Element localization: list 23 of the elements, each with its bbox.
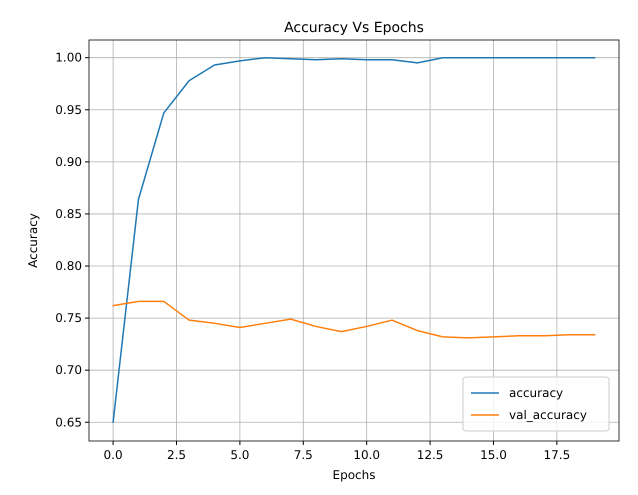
y-tick-label: 0.80 — [55, 259, 82, 274]
legend-label: accuracy — [509, 386, 564, 400]
x-tick-label: 7.5 — [294, 448, 313, 462]
y-tick-label: 0.95 — [55, 102, 82, 117]
line-series — [112, 300, 596, 339]
x-tick-label: 15.0 — [480, 448, 507, 462]
y-tick-label: 0.85 — [55, 206, 82, 221]
x-tick-label: 17.5 — [544, 448, 570, 462]
x-tick-label: 5.0 — [230, 448, 250, 462]
x-tick-label: 2.5 — [166, 448, 186, 462]
y-axis-title: Accuracy — [26, 213, 40, 268]
x-tick-label: 12.5 — [416, 448, 444, 462]
x-tick-label: 0.0 — [104, 448, 123, 462]
x-axis-title: Epochs — [332, 468, 376, 482]
y-tick-label: 0.70 — [55, 363, 82, 378]
y-tick-label: 0.90 — [55, 154, 82, 169]
legend-label: val_accuracy — [509, 408, 587, 422]
y-tick-label: 1.00 — [55, 50, 82, 65]
x-tick-label: 10.0 — [353, 448, 380, 462]
line-series — [112, 56, 596, 423]
y-tick-label: 0.65 — [55, 415, 82, 430]
chart-title: Accuracy Vs Epochs — [284, 20, 424, 36]
y-tick-label: 0.75 — [55, 311, 82, 326]
